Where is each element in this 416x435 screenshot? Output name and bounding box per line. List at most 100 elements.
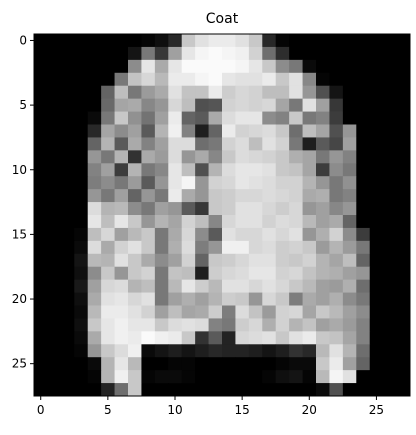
pixel-cell [262,292,277,306]
pixel-cell [383,189,397,203]
pixel-cell [248,72,263,87]
pixel-cell [34,227,48,242]
pixel-cell [60,46,75,61]
pixel-cell [262,34,277,48]
pixel-cell [329,240,344,255]
pixel-cell [302,59,317,74]
pixel-cell [154,72,169,87]
pixel-cell [101,253,115,268]
pixel-cell [168,318,183,332]
pixel-cell [208,266,223,281]
pixel-cell [329,189,344,203]
pixel-cell [34,331,48,345]
pixel-cell [101,163,115,177]
pixel-cell [222,318,236,332]
pixel-cell [248,34,263,48]
pixel-cell [316,383,330,397]
pixel-cell [208,383,223,397]
pixel-cell [289,292,303,306]
pixel-cell [396,331,411,345]
pixel-cell [154,98,169,112]
x-tick-label: 5 [104,403,112,417]
pixel-cell [369,137,384,151]
pixel-cell [316,279,330,293]
pixel-cell [181,240,196,255]
pixel-cell [329,383,344,397]
pixel-cell [248,370,263,384]
pixel-cell [114,279,129,293]
pixel-cell [289,383,303,397]
pixel-cell [356,98,371,112]
pixel-cell [181,137,196,151]
pixel-cell [47,240,62,255]
pixel-cell [128,331,142,345]
pixel-cell [128,46,142,61]
pixel-cell [60,163,75,177]
pixel-cell [34,370,48,384]
pixel-cell [248,331,263,345]
pixel-cell [222,163,236,177]
pixel-cell [74,279,89,293]
pixel-cell [181,163,196,177]
pixel-cell [369,370,384,384]
pixel-cell [275,344,290,358]
pixel-cell [302,357,317,371]
pixel-cell [222,279,236,293]
pixel-cell [87,292,102,306]
pixel-cell [74,124,89,138]
pixel-cell [248,189,263,203]
pixel-cell [128,227,142,242]
pixel-cell [181,318,196,332]
y-tick-label: 5 [19,98,27,112]
pixel-cell [60,331,75,345]
pixel-cell [369,240,384,255]
pixel-cell [114,150,129,164]
pixel-cell [289,189,303,203]
pixel-cell [34,189,48,203]
pixel-cell [383,137,397,151]
pixel-cell [195,357,209,371]
pixel-cell [302,85,317,100]
pixel-cell [87,357,102,371]
pixel-cell [101,357,115,371]
pixel-cell [396,98,411,112]
pixel-cell [181,227,196,242]
pixel-cell [248,383,263,397]
pixel-cell [356,150,371,164]
pixel-cell [342,292,357,306]
pixel-cell [195,292,209,306]
pixel-cell [154,279,169,293]
pixel-cell [114,189,129,203]
pixel-cell [60,318,75,332]
pixel-cell [275,98,290,112]
pixel-cell [329,318,344,332]
pixel-cell [275,189,290,203]
pixel-cell [114,98,129,112]
pixel-cell [208,98,223,112]
pixel-cell [34,46,48,61]
pixel-cell [396,34,411,48]
pixel-cell [114,202,129,216]
pixel-cell [74,176,89,190]
pixel-cell [128,215,142,229]
pixel-cell [235,34,250,48]
pixel-cell [168,253,183,268]
pixel-cell [248,59,263,74]
pixel-cell [128,98,142,112]
pixel-cell [181,189,196,203]
pixel-cell [342,227,357,242]
pixel-cell [316,176,330,190]
pixel-cell [141,331,156,345]
pixel-cell [383,215,397,229]
pixel-cell [154,150,169,164]
pixel-cell [396,240,411,255]
pixel-cell [195,72,209,87]
pixel-cell [396,85,411,100]
pixel-cell [181,176,196,190]
x-tick-label: 10 [167,403,182,417]
pixel-cell [262,150,277,164]
pixel-cell [316,150,330,164]
pixel-cell [316,72,330,87]
pixel-cell [101,305,115,319]
pixel-cell [128,344,142,358]
